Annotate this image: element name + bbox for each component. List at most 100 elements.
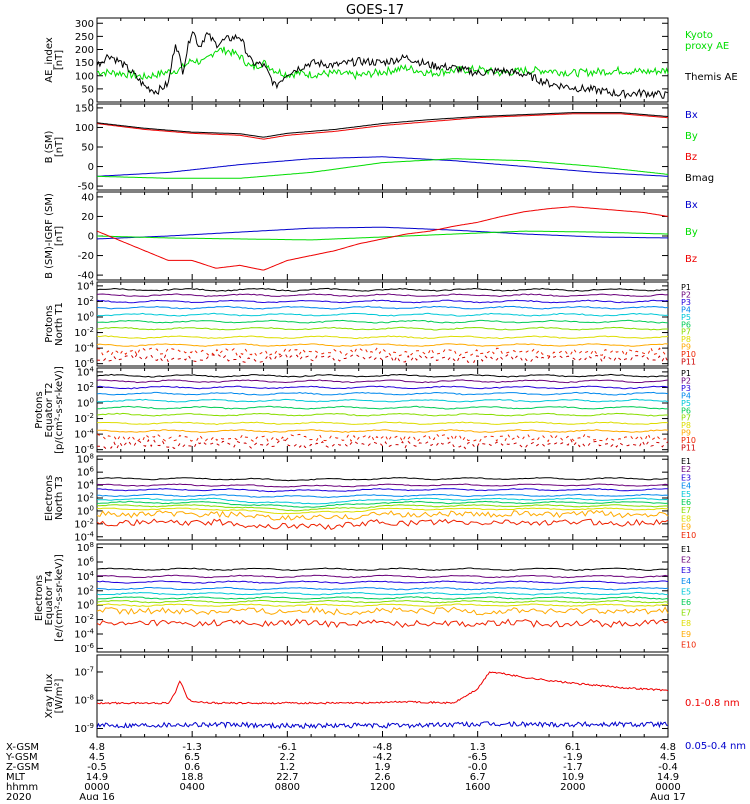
legend-bsm-red: Bz (685, 152, 697, 163)
legend-bigrf-blue: Bx (685, 200, 698, 211)
panel-bigrf (96, 191, 669, 281)
channel-label-en-E1: E1 (681, 457, 691, 466)
channel-label-pn-P10: P10 (681, 350, 696, 359)
y-tick-label: 20 (81, 212, 94, 223)
y-tick-label: 100 (75, 71, 94, 82)
y-tick-label: 10-4 (74, 428, 94, 441)
ephemeris-value: -0.0 (468, 762, 488, 773)
y-tick-label: 10-2 (74, 517, 94, 530)
y-axis-label: [p/(cm²-s-sr-keV)] (54, 366, 65, 454)
y-tick-label: 40 (81, 192, 94, 203)
legend-bigrf-green: By (685, 227, 698, 238)
channel-label-pn-P9: P9 (681, 343, 691, 352)
y-tick-label: -50 (78, 182, 94, 193)
y-tick-label: 10-6 (74, 443, 94, 456)
ephemeris-value: 1200 (370, 782, 395, 793)
y-tick-label: 100 (75, 123, 94, 134)
channel-line-ee-E5 (96, 591, 669, 596)
channel-line-ee-E10 (96, 618, 669, 629)
channel-line-en-E7 (96, 504, 669, 512)
legend-xray-blue: 0.05-0.4 nm (685, 741, 746, 752)
channel-line-pn-P11 (96, 353, 669, 364)
channel-label-ee-E5: E5 (681, 587, 691, 596)
series-line-ae-green (96, 46, 669, 81)
series-line-xray-blue (96, 720, 669, 730)
ephemeris-value: 4.5 (660, 752, 676, 763)
channel-label-pn-P1: P1 (681, 283, 691, 292)
y-axis-label: Equator T4 (44, 571, 55, 626)
ephemeris-row-label: X-GSM (6, 742, 39, 753)
y-tick-label: 104 (77, 365, 95, 378)
y-tick-label: -20 (78, 251, 94, 262)
y-tick-label: 10-6 (74, 642, 94, 655)
ephemeris-value: -4.2 (373, 752, 393, 763)
channel-line-pe-P9 (97, 429, 669, 433)
y-tick-label: 108 (77, 453, 94, 466)
ephemeris-value: 2.6 (375, 772, 391, 783)
channel-line-pe-P2 (96, 379, 669, 384)
y-axis-label: [nT] (54, 226, 65, 246)
channel-label-ee-E3: E3 (681, 566, 691, 575)
channel-line-pe-P8 (97, 421, 669, 426)
y-tick-label: 106 (77, 466, 95, 479)
channel-label-ee-E1: E1 (681, 545, 691, 554)
ephemeris-value: 0400 (179, 782, 204, 793)
ephemeris-value: Aug 16 (79, 792, 114, 800)
channel-line-pe-P10 (96, 432, 669, 443)
panel-frame-xray (96, 654, 669, 738)
channel-line-pn-P4 (96, 305, 669, 310)
y-axis-label: [e/(cm²-s-sr-keV)] (54, 554, 65, 642)
y-tick-label: 10-4 (74, 530, 94, 543)
channel-label-ee-E9: E9 (681, 630, 691, 639)
channel-line-ee-E8 (96, 603, 669, 607)
channel-label-en-E3: E3 (681, 473, 691, 482)
channel-label-pe-P3: P3 (681, 384, 691, 393)
channel-label-ee-E6: E6 (681, 598, 691, 607)
channel-line-en-E5 (96, 497, 669, 505)
channel-label-ee-E8: E8 (681, 619, 691, 628)
ephemeris-value: 1600 (465, 782, 490, 793)
channel-line-pn-P6 (96, 319, 669, 324)
y-tick-label: 104 (77, 279, 95, 292)
ephemeris-value: -1.9 (563, 752, 583, 763)
legend-xray-red: 0.1-0.8 nm (685, 698, 740, 709)
channel-line-ee-E1 (96, 567, 669, 572)
channel-line-en-E9 (96, 509, 669, 521)
ephemeris-value: 14.9 (657, 772, 679, 783)
ephemeris-value: Aug 17 (650, 792, 685, 800)
legend-bsm-blue: Bx (685, 110, 698, 121)
channel-line-pn-P3 (96, 299, 669, 304)
ephemeris-value: 0000 (84, 782, 109, 793)
series-line-bigrf-green (97, 230, 668, 241)
y-tick-label: 102 (77, 492, 94, 505)
channel-label-pe-P11: P11 (681, 444, 696, 453)
channel-line-ee-E2 (96, 574, 669, 579)
channel-line-en-E1 (96, 477, 668, 482)
channel-label-en-E4: E4 (681, 482, 691, 491)
legend-ae-green: proxy AE (685, 41, 729, 52)
y-tick-label: 10-6 (74, 357, 94, 370)
ephemeris-value: -0.5 (87, 762, 107, 773)
channel-line-en-E6 (96, 500, 669, 508)
legend-bsm-green: By (685, 131, 698, 142)
channel-line-en-E3 (96, 487, 668, 493)
ephemeris-value: -1.3 (182, 742, 202, 753)
channel-label-pn-P4: P4 (681, 305, 691, 314)
ephemeris-value: -6.5 (468, 752, 488, 763)
channel-line-en-E4 (96, 493, 669, 499)
y-tick-label: 100 (77, 311, 94, 324)
ephemeris-row-label: Y-GSM (5, 752, 38, 763)
channel-line-ee-E7 (96, 599, 669, 604)
channel-line-ee-E6 (96, 596, 669, 600)
panel-bsm (96, 103, 669, 191)
y-tick-label: 102 (77, 295, 94, 308)
channel-line-pe-P7 (96, 412, 668, 417)
channel-label-pe-P9: P9 (681, 429, 691, 438)
panel-frame-ae (96, 17, 669, 103)
series-line-bigrf-blue (97, 226, 669, 240)
y-tick-label: 0 (88, 162, 94, 173)
series-line-bigrf-red (96, 206, 669, 271)
y-axis-label: Protons (34, 391, 45, 428)
panel-xray (96, 654, 669, 738)
